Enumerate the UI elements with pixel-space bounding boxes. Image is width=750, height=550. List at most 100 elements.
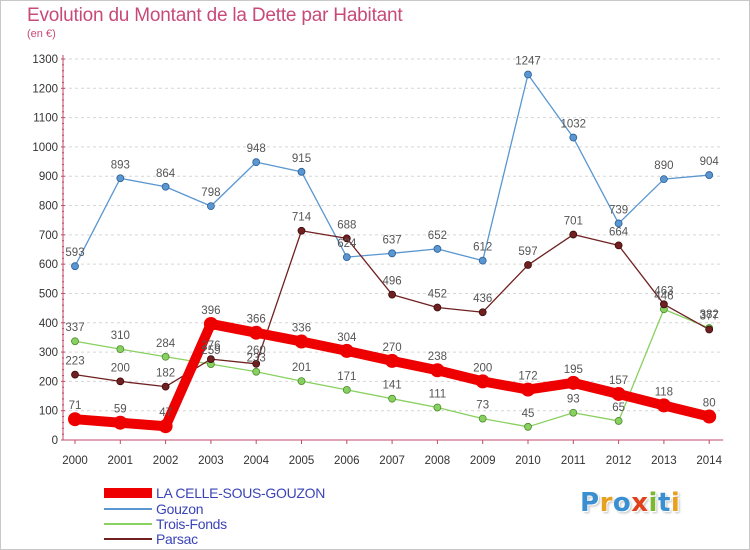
data-label: 864 — [156, 168, 176, 180]
data-point — [116, 174, 125, 183]
data-label: 904 — [700, 156, 720, 168]
data-label: 463 — [654, 285, 673, 297]
data-label: 195 — [564, 364, 583, 376]
data-point — [521, 382, 535, 397]
x-tick-label: 2007 — [379, 455, 405, 467]
data-label: 366 — [247, 314, 266, 326]
logo-letter: x — [631, 488, 649, 518]
x-tick-label: 2013 — [651, 455, 677, 467]
data-label: 337 — [65, 322, 84, 334]
data-points — [68, 70, 717, 434]
legend-swatch — [104, 488, 152, 498]
data-point — [71, 262, 79, 271]
x-tick-label: 2012 — [606, 455, 632, 467]
data-point — [705, 325, 714, 334]
data-point — [614, 417, 623, 425]
data-label: 65 — [612, 402, 625, 414]
data-point — [702, 409, 717, 424]
data-label: 80 — [703, 398, 716, 410]
data-point — [524, 70, 532, 79]
data-label: 1032 — [561, 119, 587, 131]
chart-subtitle: (en €) — [27, 28, 56, 40]
y-tick-label: 1300 — [32, 54, 58, 66]
legend-swatch — [104, 508, 152, 510]
y-tick-label: 300 — [39, 347, 58, 359]
logo-letter: r — [599, 488, 613, 518]
data-label: 310 — [111, 330, 130, 342]
data-label: 111 — [429, 388, 446, 400]
data-label: 452 — [428, 289, 447, 301]
data-point — [524, 261, 532, 269]
data-point — [569, 230, 578, 239]
y-tick-label: 0 — [52, 435, 58, 447]
data-label: 233 — [247, 353, 266, 365]
y-tick-label: 1200 — [32, 83, 58, 95]
data-point — [478, 256, 487, 265]
data-label: 71 — [69, 400, 82, 412]
data-point — [566, 375, 581, 390]
data-label: 336 — [292, 323, 311, 335]
legend-label: Parsac — [156, 531, 198, 547]
data-label: 141 — [383, 380, 402, 392]
data-point — [297, 377, 306, 385]
axes: 0 100 200 300 400 500 600 700 800 900 1000 1100 1200… — [32, 54, 724, 467]
data-point — [478, 414, 487, 423]
y-tick-label: 800 — [39, 201, 58, 213]
x-tick-label: 2001 — [108, 455, 134, 467]
x-tick-label: 2002 — [153, 455, 179, 467]
data-point — [206, 355, 215, 364]
chart-title: Evolution du Montant de la Dette par Hab… — [27, 5, 403, 26]
data-label: 915 — [292, 153, 311, 165]
data-point — [113, 415, 128, 430]
data-label: 59 — [114, 404, 127, 416]
legend-label: Gouzon — [156, 501, 204, 517]
data-point — [161, 182, 170, 191]
data-label: 714 — [292, 212, 312, 224]
data-point — [614, 219, 623, 228]
y-tick-label: 900 — [39, 171, 58, 183]
data-point — [297, 226, 306, 235]
data-label: 612 — [473, 242, 492, 254]
data-label: 200 — [473, 362, 492, 374]
data-label: 172 — [518, 371, 537, 383]
data-point — [203, 316, 218, 331]
data-label: 157 — [609, 375, 628, 387]
x-tick-label: 2010 — [515, 455, 541, 467]
data-label: 182 — [156, 368, 175, 380]
data-point — [524, 422, 532, 431]
y-tick-label: 200 — [39, 376, 58, 388]
logo-letter: i — [648, 488, 658, 518]
data-label: 701 — [564, 216, 583, 228]
data-point — [206, 202, 215, 211]
data-point — [433, 303, 442, 312]
x-tick-label: 2014 — [696, 455, 722, 467]
brand-logo: Proxiti — [580, 488, 680, 518]
data-point — [297, 167, 306, 176]
data-point — [433, 245, 442, 253]
data-point — [478, 308, 487, 317]
x-tick-label: 2004 — [243, 455, 269, 467]
data-labels: 593 893 864 798 948 915 624 637 652 612 1247 1032 73… — [65, 56, 719, 420]
data-label: 201 — [292, 362, 311, 374]
data-label: 624 — [337, 238, 357, 250]
data-point — [161, 382, 170, 391]
data-point — [614, 241, 623, 250]
data-label: 276 — [201, 340, 220, 352]
data-point — [116, 345, 125, 354]
data-label: 1247 — [515, 56, 541, 68]
x-tick-label: 2005 — [289, 455, 315, 467]
data-point — [342, 253, 351, 262]
data-label: 118 — [655, 386, 673, 398]
data-label: 238 — [428, 351, 447, 363]
logo-letter: P — [580, 488, 600, 518]
logo-letter: i — [670, 488, 681, 518]
data-point — [252, 367, 261, 376]
data-label: 171 — [337, 371, 356, 383]
data-label: 260 — [247, 345, 266, 357]
data-point — [388, 290, 397, 299]
data-point — [252, 158, 261, 167]
data-point — [660, 175, 668, 184]
data-label: 496 — [383, 276, 402, 288]
data-label: 436 — [473, 293, 492, 305]
